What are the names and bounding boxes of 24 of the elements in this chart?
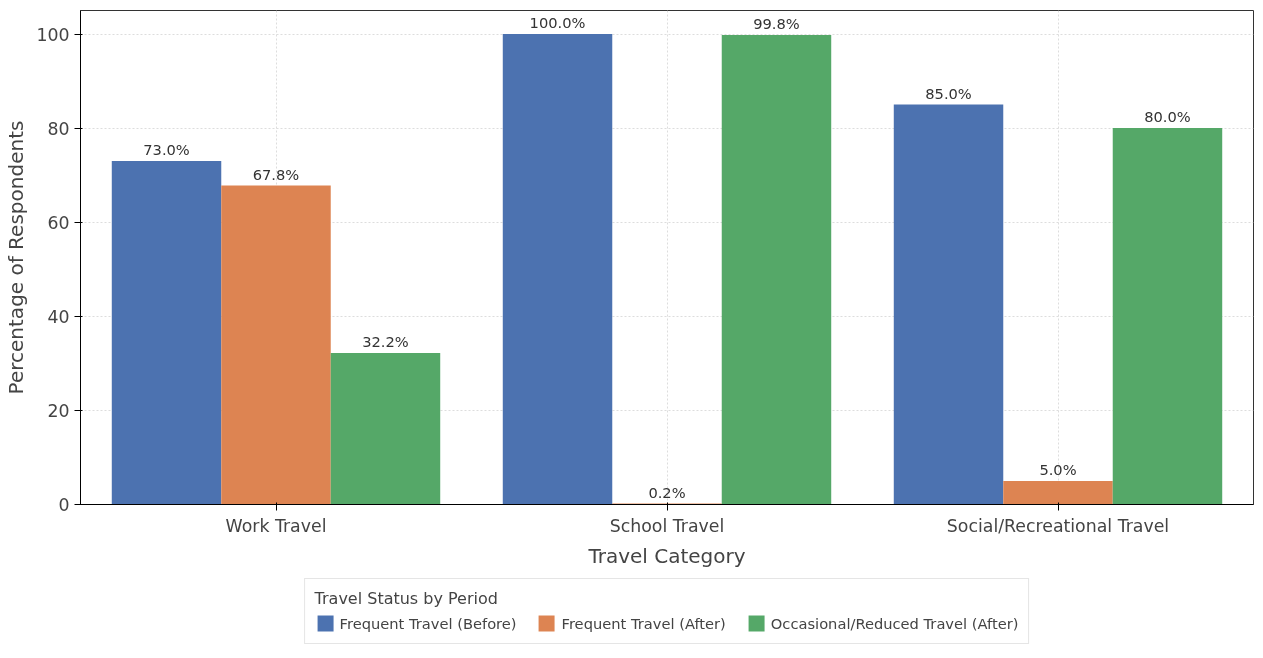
data-label: 32.2% <box>362 333 409 351</box>
data-label: 73.0% <box>143 141 190 159</box>
data-label: 85.0% <box>925 84 972 102</box>
legend-label: Frequent Travel (After) <box>561 614 726 632</box>
data-label: 100.0% <box>529 14 586 32</box>
data-label: 0.2% <box>648 483 686 501</box>
y-tick-label: 100 <box>36 24 70 45</box>
x-tick-label: Work Travel <box>225 515 327 536</box>
y-tick-label: 60 <box>47 212 70 233</box>
y-tick-label: 80 <box>47 118 70 139</box>
data-label: 5.0% <box>1039 460 1077 478</box>
legend-title: Travel Status by Period <box>314 589 499 608</box>
y-tick-label: 0 <box>58 495 70 515</box>
y-tick-label: 40 <box>47 306 70 327</box>
x-axis-title: Travel Category <box>587 543 746 568</box>
data-label: 67.8% <box>252 165 300 183</box>
y-tick-label: 20 <box>47 400 70 421</box>
y-axis-title: Percentage of Respondents <box>4 120 29 395</box>
data-label: 80.0% <box>1144 108 1191 126</box>
x-tick-label: School Travel <box>609 515 725 536</box>
x-tick-label: Social/Recreational Travel <box>946 515 1170 536</box>
legend-label: Frequent Travel (Before) <box>339 614 517 632</box>
legend-label: Occasional/Reduced Travel (After) <box>770 614 1019 632</box>
data-label: 99.8% <box>753 14 800 32</box>
